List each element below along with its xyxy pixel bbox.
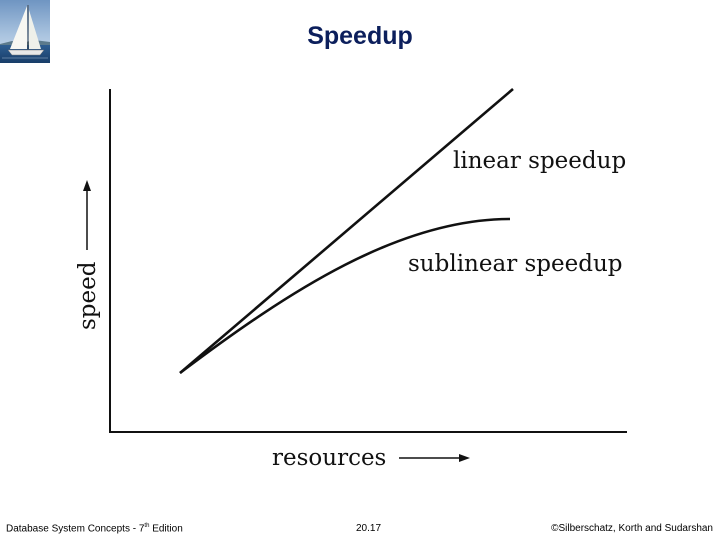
x-axis-label: resources bbox=[272, 445, 386, 471]
footer-course-sup: th bbox=[144, 523, 150, 529]
y-axis-arrow-icon bbox=[83, 180, 91, 191]
sublinear-speedup-curve bbox=[179, 217, 511, 375]
footer-copyright: ©Silberschatz, Korth and Sudarshan bbox=[551, 523, 713, 534]
linear-speedup-line bbox=[179, 88, 514, 374]
sailboat-icon bbox=[0, 0, 50, 63]
footer-course-title: Database System Concepts - 7th Edition bbox=[6, 523, 183, 534]
sailboat-logo bbox=[0, 0, 50, 63]
footer-page-number: 20.17 bbox=[356, 523, 382, 534]
sublinear-speedup-label: sublinear speedup bbox=[408, 251, 623, 277]
footer-course-suffix: Edition bbox=[149, 523, 183, 535]
linear-speedup-label: linear speedup bbox=[453, 148, 626, 174]
slide-title: Speedup bbox=[307, 22, 413, 50]
y-axis-label: speed bbox=[75, 261, 101, 330]
footer-course-prefix: Database System Concepts - 7 bbox=[6, 523, 145, 535]
x-axis-arrow-icon bbox=[459, 454, 470, 462]
